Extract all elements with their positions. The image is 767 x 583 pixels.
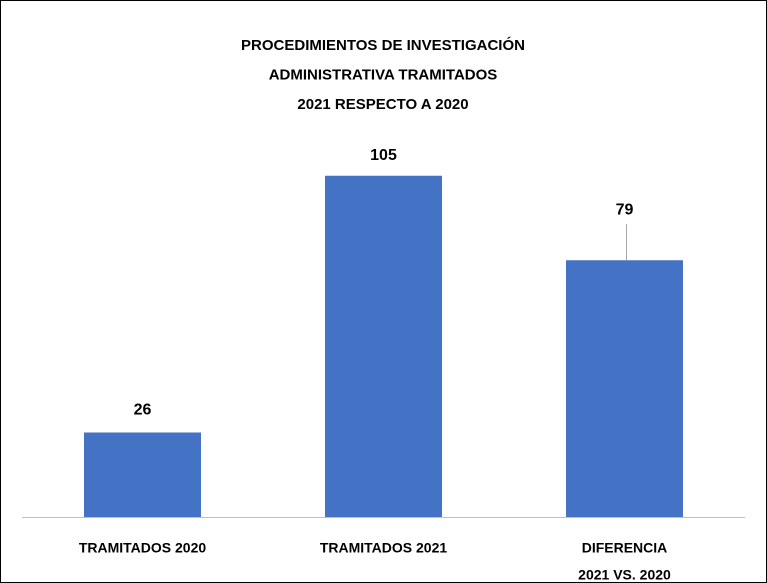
data-label: 26 xyxy=(134,402,152,419)
x-tick-label: TRAMITADOS 2020 xyxy=(79,540,207,556)
x-tick-label: DIFERENCIA xyxy=(582,540,668,556)
chart-title: PROCEDIMIENTOS DE INVESTIGACIÓN xyxy=(241,36,525,54)
x-tick-label: 2021 VS. 2020 xyxy=(578,567,671,583)
x-tick-label: TRAMITADOS 2021 xyxy=(320,540,448,556)
data-label: 105 xyxy=(370,147,397,164)
bar xyxy=(325,175,442,517)
chart-title: 2021 RESPECTO A 2020 xyxy=(297,96,468,113)
bar xyxy=(84,432,201,517)
chart-title: ADMINISTRATIVA TRAMITADOS xyxy=(269,66,498,83)
data-label: 79 xyxy=(616,201,634,218)
bar xyxy=(566,260,683,517)
